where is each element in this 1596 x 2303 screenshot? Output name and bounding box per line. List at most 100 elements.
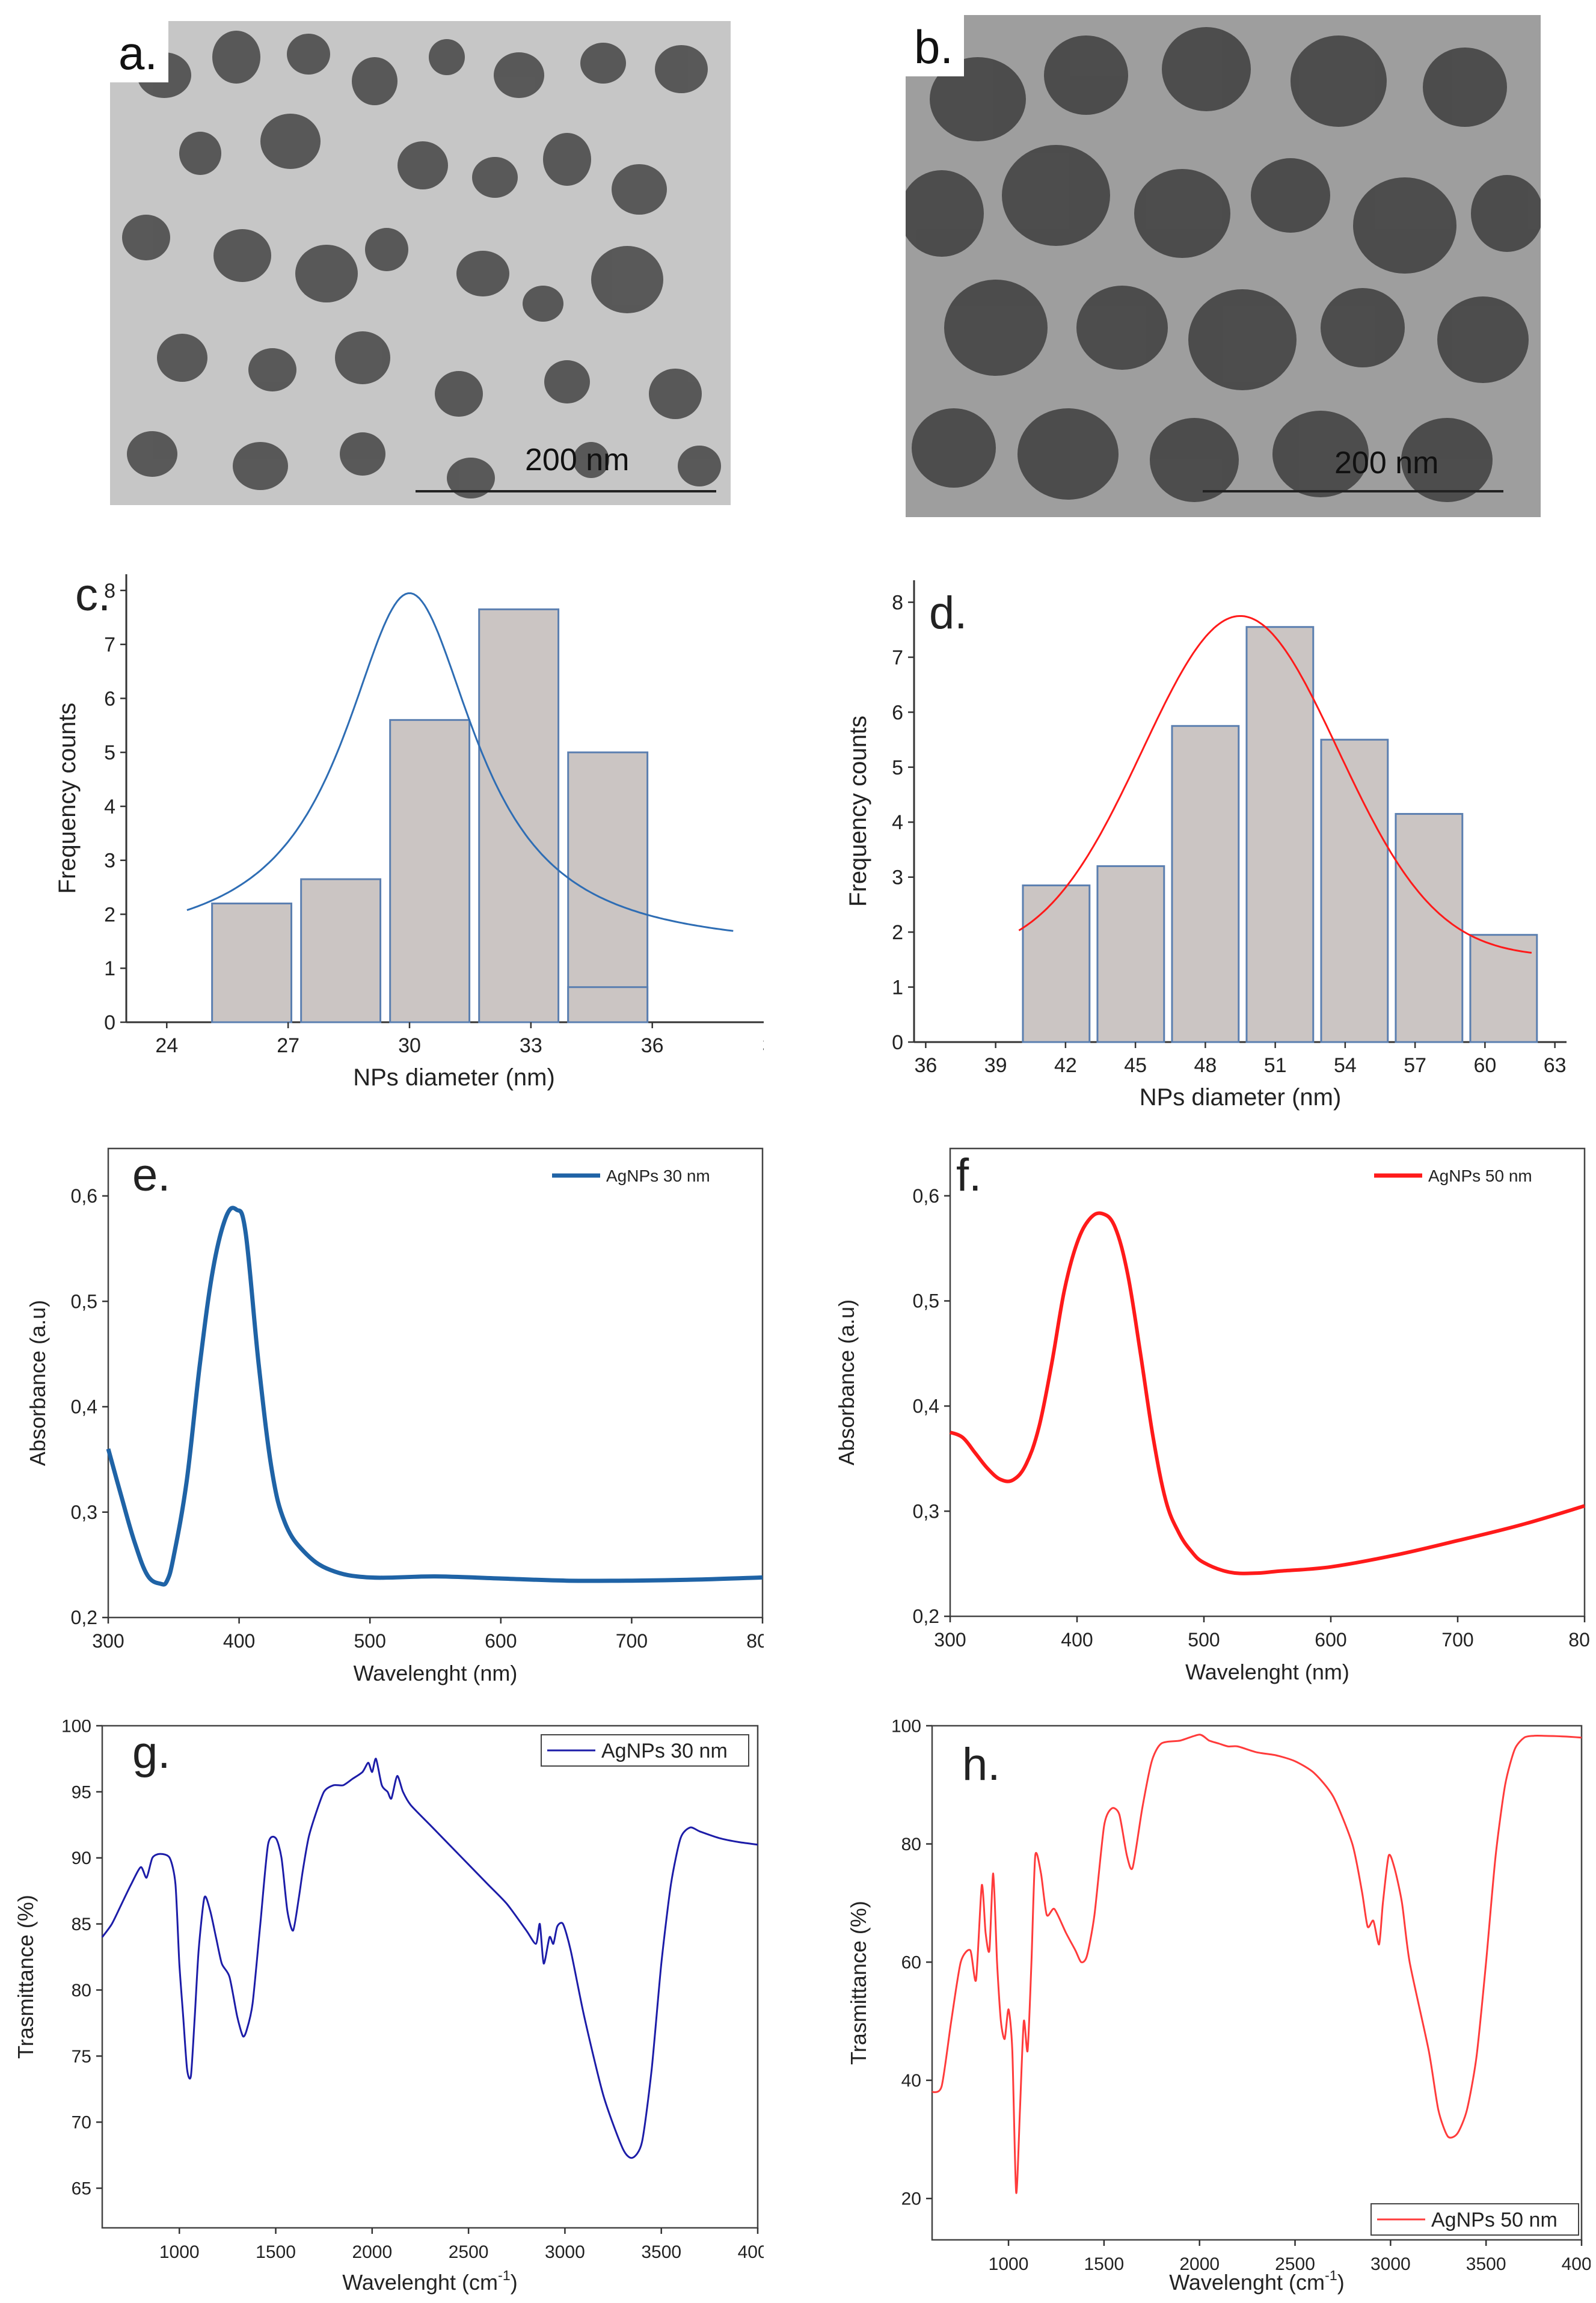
x-tick-label: 4000 (1562, 2254, 1591, 2274)
x-axis-label: NPs diameter (nm) (1140, 1084, 1342, 1111)
y-tick-label: 80 (901, 1835, 921, 1854)
scalebar-line-b (1203, 490, 1503, 492)
y-tick-label: 7 (892, 646, 903, 669)
y-tick-label: 5 (892, 756, 903, 779)
x-tick-label: 3000 (545, 2242, 585, 2262)
panel-letter-f: f. (956, 1150, 981, 1201)
y-tick-label: 4 (104, 796, 115, 818)
x-tick-label: 42 (1054, 1054, 1077, 1077)
y-tick-label: 5 (104, 741, 115, 764)
scalebar-label-b: 200 nm (1334, 446, 1439, 480)
x-tick-label: 300 (934, 1629, 966, 1651)
plot-frame (107, 1147, 764, 1619)
panel-letter-h: h. (962, 1739, 1000, 1790)
histogram-bar-tail-0 (567, 986, 649, 1023)
x-tick-label: 39 (763, 1034, 764, 1057)
legend-label: AgNPs 30 nm (606, 1167, 710, 1185)
x-tick-label: 2000 (1179, 2254, 1220, 2274)
x-tick-label: 400 (1061, 1629, 1093, 1651)
y-tick-label: 20 (901, 2189, 921, 2209)
y-tick-label: 3 (104, 850, 115, 872)
y-tick-label: 2 (104, 903, 115, 926)
legend-label: AgNPs 30 nm (601, 1740, 728, 1762)
y-axis-label: Frequency counts (54, 703, 81, 894)
plot-frame (101, 1725, 759, 2229)
panel-letter-c: c. (75, 569, 111, 621)
histogram-bar-4 (567, 751, 649, 1023)
legend-label: AgNPs 50 nm (1428, 1167, 1532, 1185)
series-line (106, 1206, 763, 1587)
chart-f: 300 400 500 600 700 800 0,2 0,3 0,4 0,5 0,6 Wavelen… (834, 1147, 1591, 1684)
panel-letter-b: b. (906, 15, 965, 76)
x-tick-label: 60 (1473, 1054, 1496, 1077)
y-tick-label: 60 (901, 1953, 921, 1973)
x-tick-label: 1000 (989, 2254, 1029, 2274)
panel-letter-g: g. (132, 1727, 170, 1778)
legend-label: AgNPs 50 nm (1431, 2209, 1558, 2231)
plot-frame (949, 1147, 1586, 1618)
x-axis-label-sup: -1 (498, 2268, 511, 2283)
y-tick-label: 6 (892, 701, 903, 724)
histogram-bar-6 (1469, 934, 1538, 1043)
x-tick-label: 800 (746, 1630, 764, 1652)
series-line (932, 1734, 1582, 2194)
x-tick-label: 500 (354, 1630, 386, 1652)
x-tick-label: 300 (92, 1630, 124, 1652)
fit-curve (186, 592, 734, 932)
x-tick-label: 700 (1441, 1629, 1473, 1651)
histogram-bar-0 (211, 903, 293, 1023)
histogram-bar-1 (1096, 865, 1165, 1043)
chart-h: 1000 1500 2000 2500 3000 3500 4000 20 40 60 80 100 W… (846, 1720, 1591, 2295)
y-tick-label: 8 (104, 580, 115, 603)
panel-letter-d: d. (929, 587, 967, 639)
histogram-bar-0 (1022, 884, 1091, 1043)
x-tick-label: 3500 (641, 2242, 681, 2262)
y-tick-label: 0,5 (913, 1290, 939, 1312)
y-tick-label: 80 (72, 1981, 91, 2001)
x-tick-label: 600 (485, 1630, 517, 1652)
x-tick-label: 2500 (1275, 2254, 1315, 2274)
y-tick-label: 100 (891, 1720, 921, 1737)
plot-frame (931, 1725, 1583, 2241)
y-tick-label: 0 (104, 1011, 115, 1034)
panel-letter-a: a. (110, 21, 169, 82)
histogram-bar-1 (300, 878, 382, 1023)
y-tick-label: 0,3 (913, 1500, 939, 1522)
x-tick-label: 63 (1544, 1054, 1567, 1077)
panel-letter-e: e. (132, 1150, 170, 1201)
panel-b-tem-image: b. 200 nm (906, 15, 1541, 517)
y-tick-label: 0,2 (71, 1607, 97, 1628)
x-axis-label-tail: ) (1337, 2270, 1345, 2295)
y-tick-label: 0 (892, 1031, 903, 1054)
x-tick-label: 45 (1124, 1054, 1147, 1077)
x-tick-label: 36 (914, 1054, 937, 1077)
x-axis-label-sup: -1 (1325, 2268, 1337, 2283)
chart-e: 300 400 500 600 700 800 0,2 0,3 0,4 0,5 0,6 Wavelen… (25, 1147, 764, 1685)
y-tick-label: 0,6 (71, 1185, 97, 1207)
x-tick-label: 800 (1568, 1629, 1591, 1651)
y-tick-label: 0,4 (913, 1396, 939, 1417)
y-axis-label: Frequency counts (845, 716, 871, 907)
x-tick-label: 500 (1188, 1629, 1220, 1651)
fit-curve (1018, 615, 1532, 954)
x-tick-label: 3500 (1466, 2254, 1506, 2274)
x-tick-label: 24 (155, 1034, 178, 1057)
x-tick-label: 1500 (1084, 2254, 1125, 2274)
histogram-bar-2 (389, 719, 471, 1023)
y-tick-label: 1 (104, 957, 115, 980)
y-tick-label: 7 (104, 634, 115, 657)
y-tick-label: 95 (72, 1782, 91, 1802)
x-tick-label: 3000 (1370, 2254, 1411, 2274)
y-axis-label: Trasmittance (%) (846, 1901, 871, 2065)
x-tick-label: 4000 (738, 2242, 764, 2262)
tem-image-a (110, 21, 731, 505)
y-tick-label: 100 (61, 1720, 91, 1737)
x-tick-label: 27 (277, 1034, 299, 1057)
y-tick-label: 0,4 (71, 1396, 97, 1418)
y-axis-label: Absorbance (a.u) (25, 1300, 50, 1466)
x-tick-label: 39 (984, 1054, 1007, 1077)
y-tick-label: 3 (892, 866, 903, 889)
y-tick-label: 85 (72, 1915, 91, 1934)
y-tick-label: 0,5 (71, 1290, 97, 1312)
